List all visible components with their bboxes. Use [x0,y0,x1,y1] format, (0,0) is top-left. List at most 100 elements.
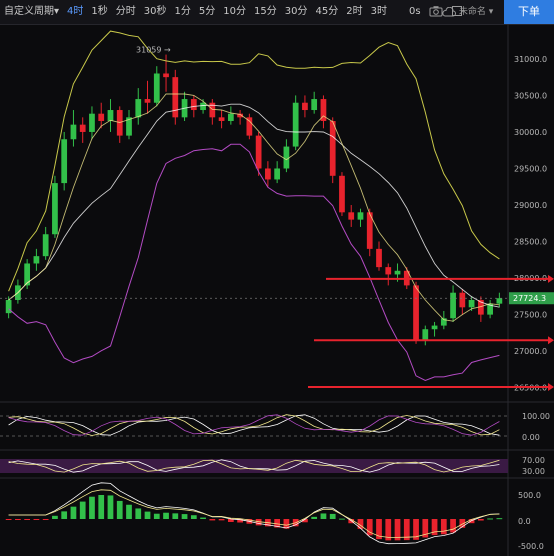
period-10m[interactable]: 10分 [223,6,246,17]
price-tick-label: 30000.0 [514,128,547,137]
candle-body [496,298,503,304]
candle [366,208,373,257]
chevron-down-icon: ▾ [54,6,60,17]
candle-body [190,99,197,111]
candle-body [292,102,299,147]
order-button[interactable]: 下单 [504,0,554,24]
macd-bar [339,518,345,520]
candle [302,95,308,118]
candle-body [366,212,373,249]
macd-bar [5,519,12,520]
candle [413,281,419,344]
candle-body [283,146,290,169]
candle-body [200,102,206,111]
period-3h[interactable]: 3时 [370,6,387,17]
price-tick-label: 29500.0 [514,164,547,173]
candle-body [144,99,151,103]
candle-body [61,139,68,184]
candle [422,325,429,346]
macd-bar [15,519,21,520]
macd-bar [366,519,373,536]
candle-body [70,124,77,140]
zero-seconds-toggle[interactable]: 0s [408,6,421,17]
macd-bar [70,506,77,519]
candle [237,110,243,125]
candle-body [487,303,493,315]
period-4h[interactable]: 4时 [67,6,84,17]
candle [33,248,40,271]
candle [385,263,392,286]
camera-icon[interactable] [425,0,447,24]
price-tick-label: 29000.0 [514,201,547,210]
candle-body [237,113,243,118]
layout-name-selector[interactable]: 未命名 ▾ [442,0,493,24]
fullscreen-icon[interactable] [447,0,467,24]
price-tick-label: 27000.0 [514,347,547,356]
macd-bar [172,513,179,519]
macd-bar [255,519,262,526]
cloud-icon [442,6,456,16]
ind1-line-yellow [8,414,500,436]
current-price-tag [509,292,554,305]
ind2-line-yellow [8,459,500,473]
candle-body [265,168,271,180]
macd-bar [227,519,234,523]
macd-bar [320,513,327,519]
ind1-tick-label: 100.00 [522,412,550,421]
candle [246,113,253,140]
chevron-down-icon: ▾ [488,7,494,17]
ind2-tick-label: 70.00 [522,456,545,465]
band-upper-line [8,30,500,292]
macd-bar [440,519,447,535]
candle-body [274,168,281,180]
candle-body [33,256,40,264]
period-15m[interactable]: 15分 [254,6,277,17]
macd-bar [61,511,68,519]
period-timeshare[interactable]: 分时 [115,6,136,17]
price-tick-label: 27500.0 [514,311,547,320]
period-1s[interactable]: 1秒 [91,6,108,17]
candle-body [172,77,179,118]
candle-body [311,99,318,111]
candle-body [98,113,105,121]
level-arrow-icon [548,382,554,391]
candle [98,102,105,129]
candle-body [376,248,382,268]
period-2h[interactable]: 2时 [346,6,363,17]
candle-body [440,318,447,326]
candle-body [459,292,466,308]
candle [348,205,355,227]
ind2-tick-label: 30.00 [522,467,545,476]
candle-body [135,99,142,118]
candle [227,106,234,125]
macd-bar [422,519,429,538]
candle [79,117,86,143]
candle-body [52,183,58,235]
candle [292,95,299,151]
macd-bar [24,519,31,520]
macd-tick-label: -500.0 [518,542,544,551]
period-5m[interactable]: 5分 [198,6,216,17]
candle [209,99,216,125]
candle-body [89,113,95,132]
macd-bar [431,519,438,536]
candle [320,95,327,129]
candle [70,110,77,147]
macd-bar [89,496,95,519]
candle [311,91,318,114]
macd-bar [376,519,382,540]
period-45m[interactable]: 45分 [315,6,339,17]
period-1m[interactable]: 1分 [174,6,191,17]
candle [255,131,262,176]
ind1-line-white [8,414,500,436]
macd-bar [403,519,410,541]
period-30m[interactable]: 30分 [284,6,308,17]
candle-body [209,102,216,118]
candle-body [126,117,132,136]
custom-period-selector[interactable]: 自定义周期▾ [0,0,63,24]
macd-bar [496,518,503,520]
candle [89,106,95,140]
period-30s[interactable]: 30秒 [143,6,167,17]
macd-bar [163,512,169,519]
